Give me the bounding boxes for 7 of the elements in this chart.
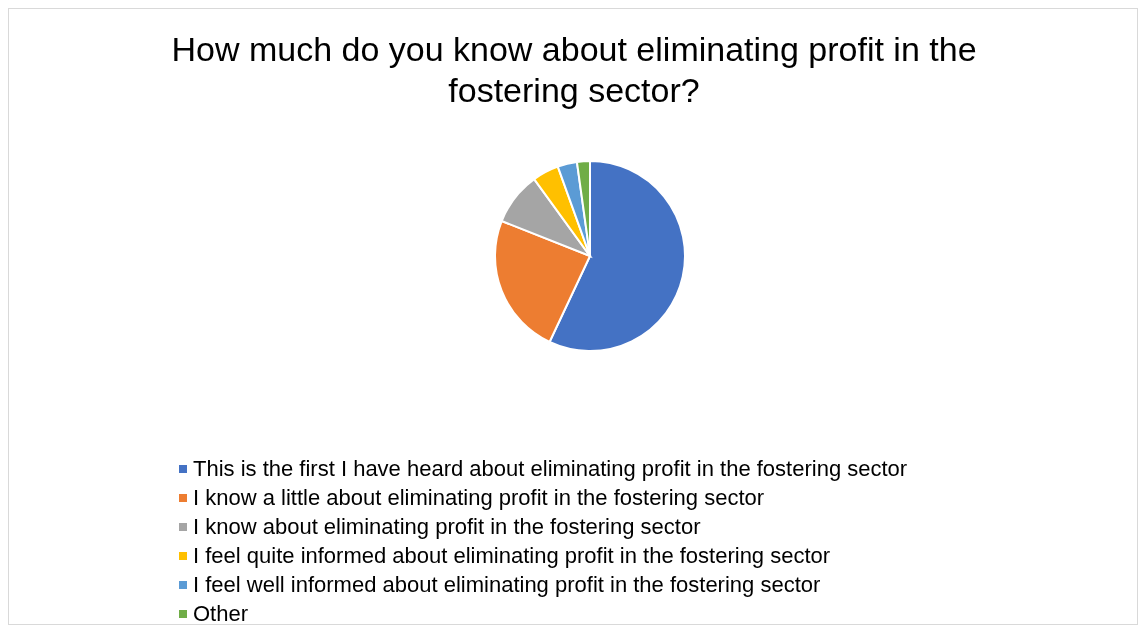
legend-label: I know a little about eliminating profit in the fostering sector	[193, 484, 765, 512]
legend-label: I know about eliminating profit in the fostering sector	[193, 513, 701, 541]
legend-label: I feel well informed about eliminating profit in the fostering sector	[193, 571, 821, 599]
legend-label: I feel quite informed about eliminating profit in the fostering sector	[193, 542, 831, 570]
legend-label: This is the first I have heard about eliminating profit in the fostering sector	[193, 455, 908, 483]
chart-title: How much do you know about eliminating profit in the fostering sector?	[170, 29, 978, 111]
legend-label: Other	[193, 600, 249, 628]
